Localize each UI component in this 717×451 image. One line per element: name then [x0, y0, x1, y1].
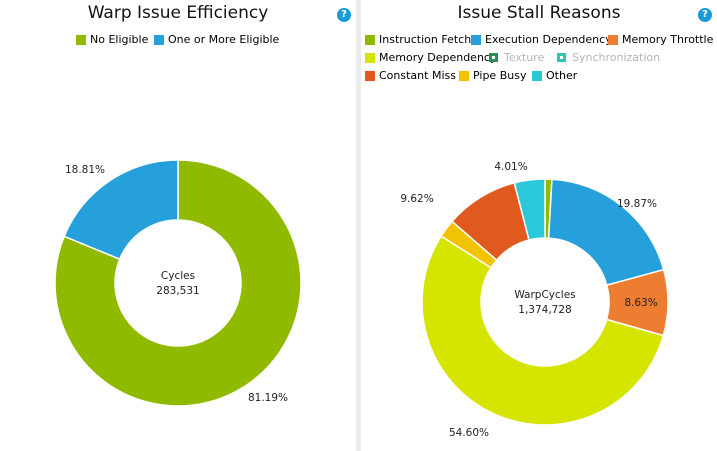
- slice-label: 18.81%: [65, 164, 105, 176]
- center-label: Cycles: [161, 270, 195, 282]
- legend-item-synchronization[interactable]: Synchronization: [557, 51, 660, 64]
- legend-label: Synchronization: [572, 51, 661, 64]
- help-icon[interactable]: ?: [337, 8, 351, 22]
- legend-label: Execution Dependency: [485, 33, 612, 46]
- donut-slice-no-eligible[interactable]: [54, 159, 302, 407]
- legend-swatch: [76, 34, 86, 45]
- slice-label: 19.87%: [617, 198, 657, 210]
- legend-item-no-eligible[interactable]: No Eligible: [76, 33, 148, 46]
- legend-item-one-or-more-eligible[interactable]: One or More Eligible: [154, 33, 279, 46]
- legend-label: Memory Dependency: [379, 51, 497, 64]
- legend-label: Memory Throttle: [622, 33, 714, 46]
- center-value: 283,531: [156, 285, 199, 297]
- legend-item-memory-throttle[interactable]: Memory Throttle: [608, 33, 713, 46]
- legend-swatch: [608, 34, 618, 45]
- legend-swatch: [154, 34, 164, 45]
- legend-item-instruction-fetch[interactable]: Instruction Fetch: [365, 33, 471, 46]
- legend-item-execution-dependency[interactable]: Execution Dependency: [471, 33, 612, 46]
- donut-slice-other[interactable]: [513, 178, 546, 241]
- chart-title: Issue Stall Reasons: [457, 3, 621, 23]
- legend-swatch: [471, 34, 481, 45]
- panel-divider: [356, 0, 361, 451]
- slice-label: 8.63%: [624, 297, 657, 309]
- slice-label: 54.60%: [449, 427, 489, 439]
- issue-stall-reasons-panel: Issue Stall Reasons ? Instruction Fetch …: [361, 0, 717, 451]
- donut-slice-one-or-more-eligible[interactable]: [63, 159, 179, 261]
- legend-swatch: [365, 52, 375, 63]
- legend-label: Instruction Fetch: [379, 33, 472, 46]
- slice-label: 81.19%: [248, 392, 288, 404]
- legend-swatch: [532, 70, 542, 81]
- legend-swatch: [557, 53, 566, 62]
- legend-label: Other: [546, 69, 578, 82]
- chart-title: Warp Issue Efficiency: [87, 3, 269, 23]
- legend-item-pipe-busy[interactable]: Pipe Busy: [459, 69, 526, 82]
- donut-chart-warp-issue-efficiency: 81.19% 18.81% Cycles 283,531: [54, 159, 302, 407]
- legend-item-other[interactable]: Other: [532, 69, 577, 82]
- legend-label: Constant Miss: [379, 69, 456, 82]
- center-label: WarpCycles: [514, 289, 575, 301]
- legend-swatch: [489, 53, 498, 62]
- slice-label: 9.62%: [400, 193, 433, 205]
- donut-slice-execution-dependency[interactable]: [547, 178, 665, 287]
- legend-label: No Eligible: [90, 33, 149, 46]
- legend-swatch: [365, 34, 375, 45]
- legend-item-texture[interactable]: Texture: [489, 51, 544, 64]
- legend-label: Pipe Busy: [473, 69, 527, 82]
- legend-swatch: [365, 70, 375, 81]
- legend-item-memory-dependency[interactable]: Memory Dependency: [365, 51, 496, 64]
- center-value: 1,374,728: [518, 304, 571, 316]
- donut-chart-issue-stall-reasons: 19.87% 8.63% 54.60% 9.62% 4.01% WarpCycles 1,3…: [400, 161, 669, 439]
- help-icon[interactable]: ?: [698, 8, 712, 22]
- donut-slice-memory-dependency[interactable]: [421, 235, 665, 426]
- legend-swatch: [459, 70, 469, 81]
- warp-issue-efficiency-panel: Warp Issue Efficiency ? No Eligible One …: [0, 0, 356, 451]
- legend-item-constant-miss[interactable]: Constant Miss: [365, 69, 456, 82]
- legend-label: One or More Eligible: [168, 33, 280, 46]
- legend-label: Texture: [504, 51, 545, 64]
- slice-label: 4.01%: [494, 161, 527, 173]
